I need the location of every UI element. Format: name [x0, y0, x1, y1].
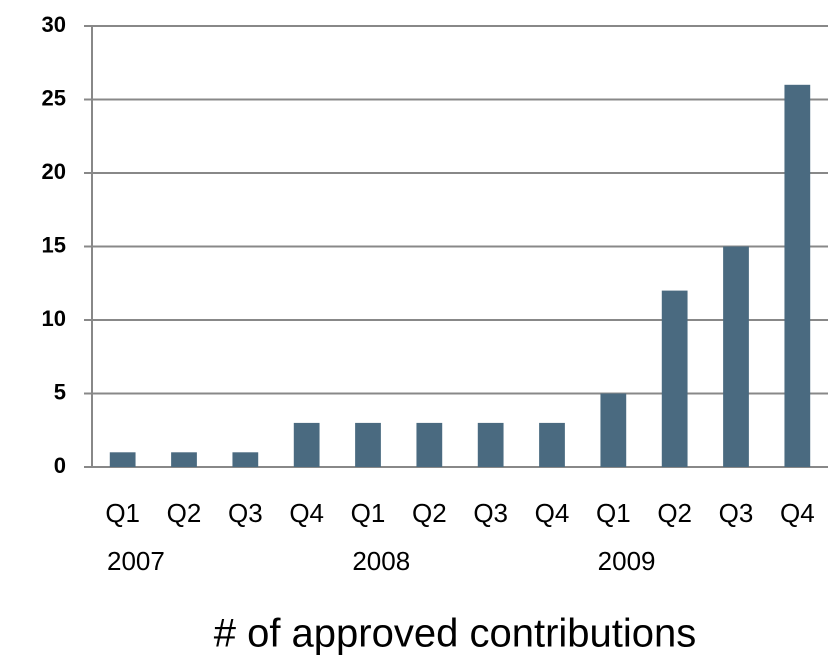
y-tick-label: 10: [42, 306, 66, 331]
x-tick-label: Q4: [780, 498, 815, 528]
x-group-label: 2009: [598, 546, 656, 576]
y-tick-label: 25: [42, 85, 66, 110]
x-axis-label: # of approved contributions: [214, 612, 697, 656]
bar: [661, 290, 688, 467]
y-tick-label: 0: [54, 453, 66, 478]
x-tick-label: Q2: [167, 498, 202, 528]
bar: [293, 422, 320, 467]
bar: [784, 84, 811, 468]
x-tick-label: Q3: [719, 498, 754, 528]
bar: [539, 422, 565, 467]
x-tick-label: Q3: [473, 498, 508, 528]
x-group-label: 2007: [107, 546, 165, 576]
bar: [355, 422, 381, 467]
x-tick-label: Q2: [412, 498, 447, 528]
bar: [232, 452, 259, 467]
bar: [723, 246, 749, 467]
x-tick-label: Q1: [596, 498, 631, 528]
bar: [109, 452, 136, 467]
y-tick-label: 15: [42, 232, 66, 257]
bar: [477, 422, 504, 467]
x-tick-label: Q3: [228, 498, 263, 528]
bar: [171, 452, 197, 467]
y-tick-label: 20: [42, 159, 66, 184]
bar: [416, 422, 443, 467]
y-tick-label: 5: [54, 379, 66, 404]
x-tick-label: Q1: [351, 498, 386, 528]
x-group-label: 2008: [352, 546, 410, 576]
x-tick-label: Q1: [105, 498, 140, 528]
x-tick-label: Q4: [289, 498, 324, 528]
y-tick-label: 30: [42, 12, 66, 37]
x-tick-label: Q2: [657, 498, 692, 528]
x-tick-label: Q4: [535, 498, 570, 528]
bar: [600, 393, 627, 467]
